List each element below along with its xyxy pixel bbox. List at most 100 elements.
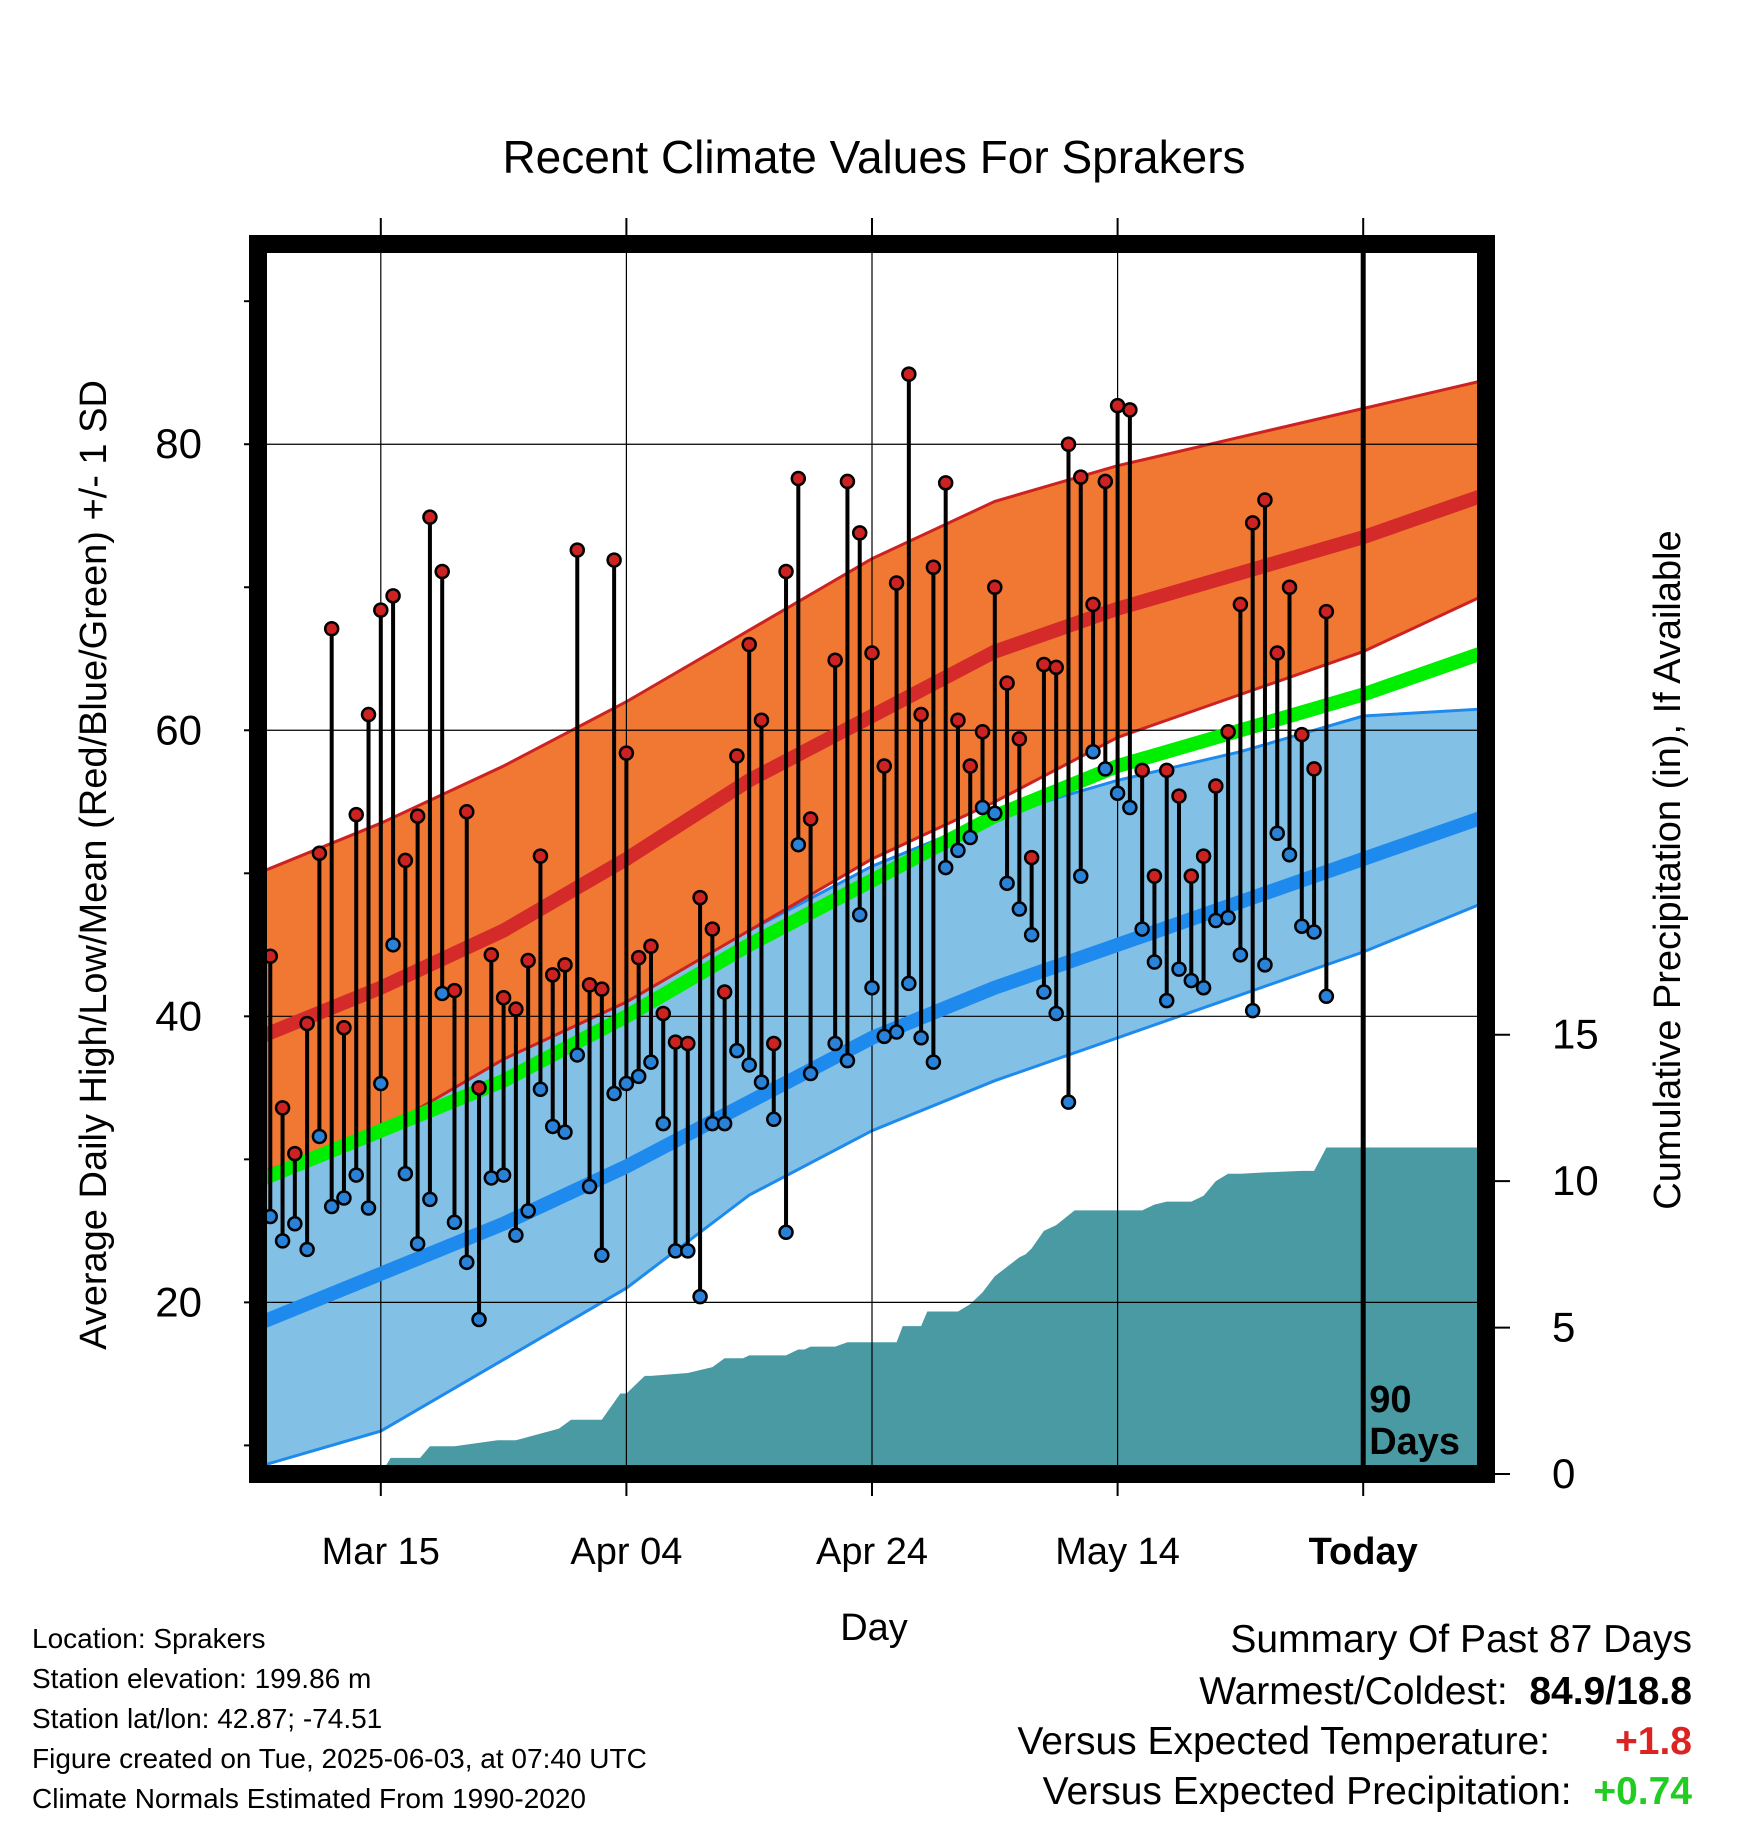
- high-point: [766, 1035, 782, 1052]
- low-point: [1195, 979, 1212, 996]
- high-point: [778, 563, 794, 580]
- low-points: [250, 743, 1335, 1328]
- warmest-coldest-label: Warmest/Coldest:: [1199, 1670, 1508, 1713]
- x-tick-label: Mar 15: [322, 1531, 440, 1573]
- high-point: [630, 949, 647, 966]
- low-point: [1122, 799, 1138, 816]
- x-axis-ticks: Mar 15 Apr 04 Apr 24 May 14 Today: [322, 1474, 1418, 1573]
- high-point: [1011, 731, 1028, 747]
- y-tick-label: 40: [155, 992, 202, 1039]
- high-point: [532, 848, 549, 864]
- low-point: [581, 1178, 598, 1195]
- low-point: [1257, 957, 1273, 973]
- high-point: [459, 804, 475, 820]
- low-point: [950, 842, 966, 859]
- high-point: [323, 620, 340, 637]
- high-point: [1134, 762, 1150, 779]
- y2-tick-label: 5: [1552, 1304, 1575, 1351]
- low-point: [1011, 901, 1028, 917]
- low-point: [594, 1247, 610, 1263]
- low-point: [1085, 743, 1101, 760]
- high-point: [569, 542, 586, 558]
- high-point: [962, 758, 978, 774]
- low-point: [348, 1167, 364, 1183]
- high-point: [925, 559, 942, 575]
- y2-axis-ticks: 0 5 10 15: [1486, 1011, 1599, 1497]
- low-point: [1146, 954, 1163, 970]
- high-point: [594, 981, 610, 997]
- high-point: [876, 758, 893, 774]
- low-point: [1097, 761, 1114, 777]
- high-point: [888, 575, 905, 591]
- high-point: [1220, 723, 1236, 740]
- high-point: [839, 473, 856, 490]
- high-point: [311, 845, 328, 862]
- x-tick-label: Apr 04: [570, 1531, 682, 1573]
- low-point: [864, 979, 880, 996]
- elevation-text: Station elevation: 199.86 m: [32, 1663, 372, 1694]
- y-axis-ticks: 20 40 60 80: [155, 300, 258, 1447]
- high-point: [618, 745, 635, 761]
- low-point: [1183, 972, 1200, 989]
- low-point: [1294, 918, 1310, 934]
- x-axis-label: Day: [840, 1607, 908, 1649]
- high-point: [520, 952, 536, 969]
- precipitation-area: [258, 1147, 1486, 1474]
- low-point: [1036, 984, 1052, 1000]
- low-point: [569, 1047, 586, 1063]
- high-point: [937, 475, 954, 491]
- low-point: [1208, 912, 1224, 929]
- low-point: [483, 1170, 500, 1186]
- temp-versus-row: Versus Expected Temperature: +1.8: [1017, 1720, 1692, 1764]
- high-point: [446, 982, 463, 999]
- high-point: [557, 957, 573, 973]
- low-point: [618, 1075, 635, 1092]
- low-point: [532, 1081, 549, 1098]
- low-point: [753, 1074, 770, 1090]
- low-point: [692, 1288, 708, 1305]
- high-point: [987, 579, 1003, 596]
- high-point: [1023, 849, 1040, 866]
- high-point: [999, 675, 1015, 691]
- y2-tick-label: 0: [1552, 1450, 1575, 1497]
- high-point: [950, 712, 966, 729]
- temp-versus-label: Versus Expected Temperature:: [1017, 1720, 1550, 1763]
- low-point: [459, 1254, 475, 1271]
- low-normal-line: [255, 809, 1489, 1331]
- high-point: [704, 921, 721, 937]
- low-point: [802, 1065, 819, 1082]
- high-point: [827, 652, 843, 668]
- low-point: [373, 1075, 389, 1092]
- high-point: [544, 967, 561, 983]
- low-point: [508, 1227, 524, 1243]
- high-point: [655, 1005, 671, 1022]
- today-days-number: 90: [1369, 1379, 1411, 1421]
- high-point: [667, 1034, 684, 1050]
- low-point: [851, 907, 868, 923]
- temp-versus-value: +1.8: [1615, 1720, 1692, 1763]
- y-tick-label: 60: [155, 706, 202, 753]
- low-point: [299, 1241, 315, 1258]
- high-point: [741, 636, 757, 653]
- high-point: [680, 1035, 696, 1052]
- y2-axis-label: Cumulative Precipitation (in), If Availa…: [1647, 530, 1689, 1209]
- high-point: [1122, 402, 1138, 418]
- low-point: [1060, 1094, 1077, 1110]
- chart-title: Recent Climate Values For Sprakers: [502, 131, 1245, 183]
- low-point: [888, 1024, 905, 1040]
- high-point: [606, 552, 622, 568]
- high-point: [790, 470, 807, 487]
- high-points: [250, 366, 1335, 1162]
- low-point: [385, 937, 401, 953]
- low-point: [397, 1165, 414, 1182]
- low-point: [287, 1215, 303, 1232]
- precip-versus-row: Versus Expected Precipitation: +0.74: [1043, 1770, 1692, 1814]
- high-point: [1097, 473, 1114, 490]
- high-point: [753, 712, 770, 729]
- high-point: [495, 989, 512, 1006]
- low-point: [1073, 868, 1089, 884]
- high-point: [802, 811, 819, 827]
- y-axis-label: Average Daily High/Low/Mean (Red/Blue/Gr…: [73, 380, 115, 1350]
- x-tick-label: May 14: [1055, 1531, 1180, 1573]
- low-point: [446, 1214, 463, 1231]
